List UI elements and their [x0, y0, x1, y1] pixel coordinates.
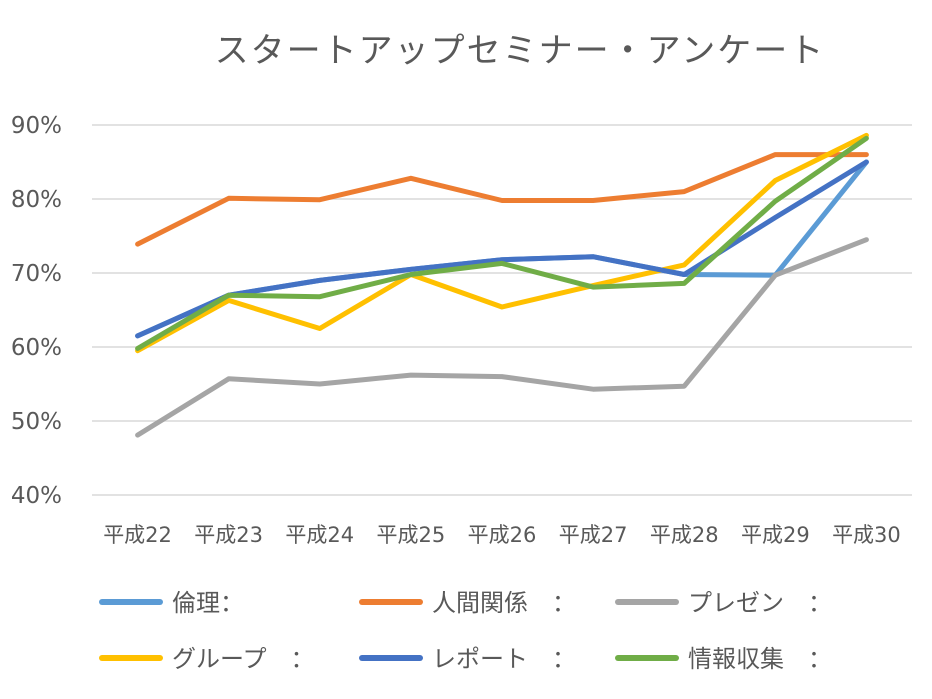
- x-tick-label: 平成25: [377, 523, 446, 547]
- legend-label: 倫理：: [172, 589, 244, 617]
- x-tick-label: 平成26: [468, 523, 537, 547]
- x-tick-label: 平成29: [741, 523, 810, 547]
- x-tick-label: 平成27: [559, 523, 628, 547]
- legend-label: 人間関係 ：: [432, 589, 576, 617]
- y-tick-label: 90%: [11, 113, 62, 139]
- y-tick-label: 70%: [11, 261, 62, 287]
- series-line-レポート: [135, 159, 869, 339]
- legend-label: 情報収集 ：: [688, 645, 832, 673]
- y-tick-label: 80%: [11, 187, 62, 213]
- x-tick-label: 平成24: [285, 523, 354, 547]
- x-tick-label: 平成28: [650, 523, 719, 547]
- series-line-倫理: [135, 159, 869, 339]
- y-axis-ticks: 40% 50% 60% 70% 80% 90%: [11, 113, 62, 509]
- series-line-プレゼン: [135, 237, 869, 438]
- x-tick-label: 平成30: [832, 523, 901, 547]
- y-tick-label: 60%: [11, 335, 62, 361]
- chart-title: スタートアップセミナー・アンケート: [215, 31, 826, 71]
- series-line-人間関係: [135, 152, 869, 247]
- legend-label: プレゼン ：: [688, 589, 832, 617]
- x-tick-label: 平成23: [194, 523, 263, 547]
- legend-label: レポート ：: [432, 645, 576, 673]
- x-tick-label: 平成22: [103, 523, 172, 547]
- y-tick-label: 40%: [11, 483, 62, 509]
- legend-label: グループ ：: [172, 645, 315, 673]
- y-tick-label: 50%: [11, 409, 62, 435]
- series-line-グループ: [135, 132, 869, 354]
- x-axis-ticks: 平成22 平成23 平成24 平成25 平成26 平成27 平成28 平成29 平成30: [103, 523, 901, 547]
- series-lines: [135, 132, 869, 438]
- legend: 倫理： 人間関係 ： プレゼン ： グループ ： レポート ： 情報収集 ：: [99, 589, 832, 673]
- series-line-情報収集: [135, 135, 869, 351]
